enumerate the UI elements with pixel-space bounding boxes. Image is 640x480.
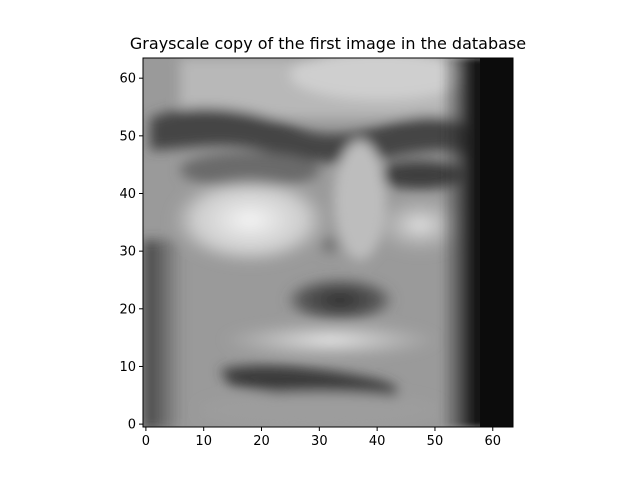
y-tick-label: 30 — [119, 245, 136, 260]
axes-frame — [142, 57, 514, 428]
chart-title: Grayscale copy of the first image in the… — [130, 34, 526, 53]
x-tick-label: 20 — [253, 434, 270, 449]
x-tick-label: 10 — [195, 434, 212, 449]
y-tick-label: 50 — [119, 129, 136, 144]
x-tick-label: 60 — [484, 434, 501, 449]
x-tick-label: 0 — [142, 434, 150, 449]
x-tick-label: 50 — [427, 434, 444, 449]
y-tick-label: 40 — [119, 187, 136, 202]
x-tick-label: 30 — [311, 434, 328, 449]
axis-ticks: 0 10 20 30 40 50 60 0 10 20 30 40 50 60 — [119, 72, 501, 449]
x-tick-label: 40 — [369, 434, 386, 449]
face-image — [143, 58, 513, 427]
y-tick-label: 0 — [128, 418, 136, 433]
y-tick-label: 10 — [119, 360, 136, 375]
y-tick-label: 20 — [119, 302, 136, 317]
y-tick-label: 60 — [119, 72, 136, 87]
